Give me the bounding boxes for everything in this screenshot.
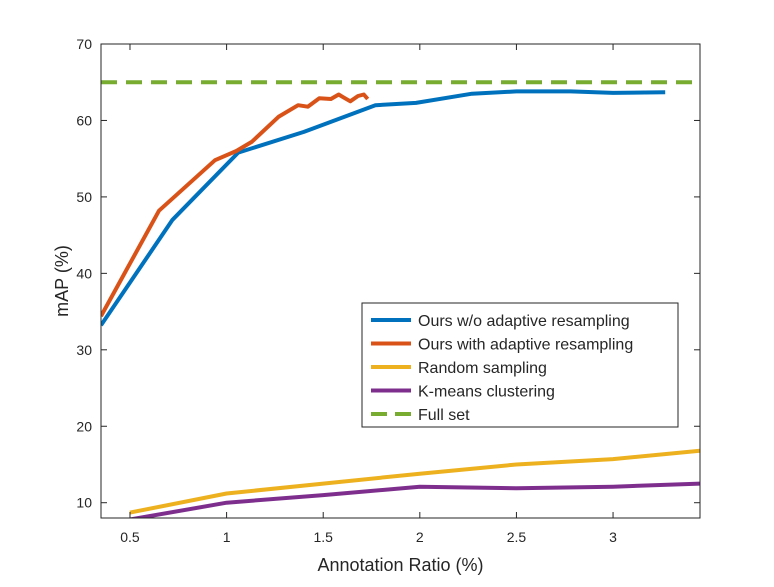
x-tick-label: 0.5 <box>120 529 140 545</box>
y-tick-label: 50 <box>76 189 92 205</box>
x-tick-label: 1.5 <box>313 529 333 545</box>
series-line-3 <box>129 481 700 518</box>
x-tick-label: 2 <box>416 529 424 545</box>
legend-entry-label: Ours with adaptive resampling <box>418 337 633 354</box>
y-tick-label: 10 <box>76 495 92 511</box>
legend-entry-label: Ours w/o adaptive resampling <box>418 313 630 330</box>
x-tick-label: 3 <box>609 529 617 545</box>
legend: Ours w/o adaptive resampling Ours with ad… <box>361 302 679 428</box>
axis-ticks: 0.5 1 1.5 2 2.5 3 10 20 30 40 50 60 70 <box>76 36 700 545</box>
y-tick-label: 40 <box>76 265 92 281</box>
x-axis-label: Annotation Ratio (%) <box>317 555 483 575</box>
y-tick-label: 60 <box>76 112 92 128</box>
y-tick-label: 20 <box>76 418 92 434</box>
series-layer <box>101 80 700 518</box>
plot-area-frame <box>100 43 701 519</box>
legend-entry-label: K-means clustering <box>418 384 555 401</box>
legend-entry-label: Full set <box>418 407 470 424</box>
legend-entry-label: Random sampling <box>418 360 547 377</box>
y-tick-label: 70 <box>76 36 92 52</box>
y-tick-label: 30 <box>76 342 92 358</box>
x-tick-label: 1 <box>223 529 231 545</box>
series-line-0 <box>101 89 666 327</box>
legend-box <box>361 302 679 428</box>
series-line-2 <box>129 448 700 515</box>
series-line-1 <box>101 92 370 318</box>
x-tick-label: 2.5 <box>507 529 527 545</box>
y-axis-label: mAP (%) <box>52 245 72 317</box>
